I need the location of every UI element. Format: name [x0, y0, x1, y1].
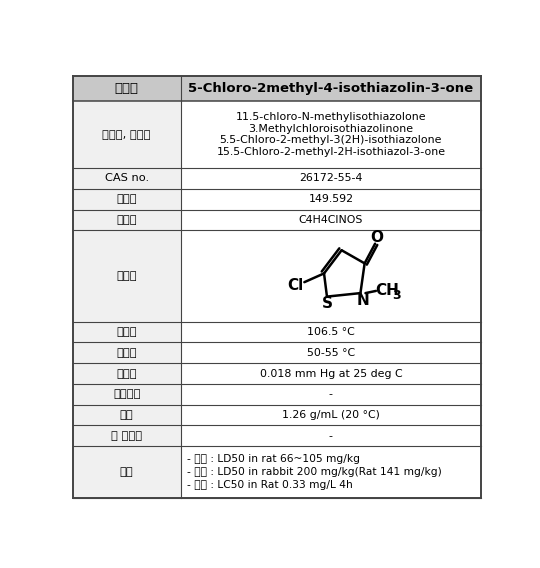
Text: - 경피 : LD50 in rabbit 200 mg/kg(Rat 141 mg/kg): - 경피 : LD50 in rabbit 200 mg/kg(Rat 141 … — [187, 467, 442, 477]
Bar — [181, 76, 481, 101]
Bar — [72, 101, 181, 168]
Text: 1.26 g/mL (20 °C): 1.26 g/mL (20 °C) — [282, 410, 380, 420]
Bar — [72, 76, 181, 101]
Bar — [72, 321, 181, 343]
Bar — [181, 363, 481, 384]
Bar — [181, 321, 481, 343]
Bar — [181, 189, 481, 210]
Bar — [72, 404, 181, 425]
Text: 분자식: 분자식 — [116, 215, 137, 225]
Text: CH: CH — [376, 283, 400, 298]
Text: 구조식: 구조식 — [116, 271, 137, 281]
Bar — [181, 210, 481, 230]
Text: 분자량: 분자량 — [116, 194, 137, 204]
Bar — [181, 404, 481, 425]
Text: 149.592: 149.592 — [308, 194, 353, 204]
Bar — [72, 189, 181, 210]
Text: -: - — [329, 431, 333, 441]
Text: 0.018 mm Hg at 25 deg C: 0.018 mm Hg at 25 deg C — [260, 369, 402, 378]
Text: 3: 3 — [393, 289, 401, 302]
Bar — [72, 210, 181, 230]
Bar — [181, 230, 481, 321]
Bar — [181, 168, 481, 189]
Text: 5-Chloro-2methyl-4-isothiazolin-3-one: 5-Chloro-2methyl-4-isothiazolin-3-one — [188, 82, 474, 95]
Text: 26172-55-4: 26172-55-4 — [299, 173, 362, 183]
Text: O: O — [370, 230, 383, 245]
Text: CAS no.: CAS no. — [105, 173, 148, 183]
Text: 106.5 °C: 106.5 °C — [307, 327, 355, 337]
Bar — [72, 363, 181, 384]
Text: 밀도: 밀도 — [120, 410, 133, 420]
Text: 증기밀도: 증기밀도 — [113, 389, 140, 399]
Bar — [72, 168, 181, 189]
Text: 녹는점: 녹는점 — [116, 348, 137, 358]
Bar — [181, 446, 481, 498]
Text: - 흡입 : LC50 in Rat 0.33 mg/L 4h: - 흡입 : LC50 in Rat 0.33 mg/L 4h — [187, 480, 353, 490]
Text: 물질명: 물질명 — [114, 82, 139, 95]
Text: C4H4ClNOS: C4H4ClNOS — [299, 215, 363, 225]
Text: Cl: Cl — [287, 278, 303, 293]
Bar — [72, 384, 181, 404]
Bar — [181, 343, 481, 363]
Bar — [72, 446, 181, 498]
Text: -: - — [329, 389, 333, 399]
Bar — [72, 230, 181, 321]
Text: 11.5-chloro-N-methylisothiazolone
3.Methylchloroisothiazolinone
5.5-Chloro-2-met: 11.5-chloro-N-methylisothiazolone 3.Meth… — [217, 112, 446, 157]
Text: S: S — [321, 296, 333, 311]
Text: 관용어, 동의어: 관용어, 동의어 — [103, 130, 151, 140]
Text: N: N — [356, 293, 369, 308]
Bar — [181, 384, 481, 404]
Bar — [72, 425, 181, 446]
Text: 끓는점: 끓는점 — [116, 327, 137, 337]
Bar — [181, 101, 481, 168]
Text: 물 용해도: 물 용해도 — [111, 431, 142, 441]
Text: 독성: 독성 — [120, 467, 133, 477]
Text: 50-55 °C: 50-55 °C — [307, 348, 355, 358]
Text: 증기압: 증기압 — [116, 369, 137, 378]
Bar — [72, 343, 181, 363]
Bar — [181, 425, 481, 446]
Text: - 경구 : LD50 in rat 66~105 mg/kg: - 경구 : LD50 in rat 66~105 mg/kg — [187, 454, 360, 464]
